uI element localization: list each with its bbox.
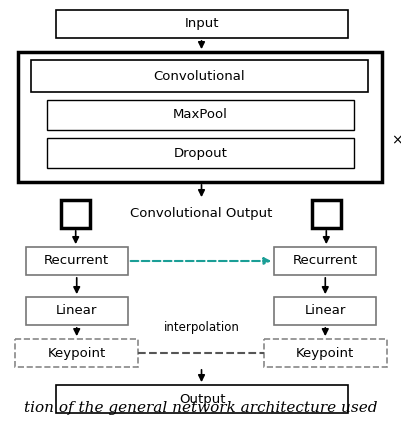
Bar <box>47 100 353 130</box>
Bar <box>26 297 128 325</box>
Bar <box>273 247 375 275</box>
Text: Convolutional: Convolutional <box>153 70 245 82</box>
Bar <box>61 200 90 228</box>
Bar <box>56 385 347 413</box>
Text: Keypoint: Keypoint <box>296 346 354 360</box>
Text: Recurrent: Recurrent <box>292 254 357 268</box>
Bar <box>263 339 386 367</box>
Text: ×n: ×n <box>390 133 401 147</box>
Bar <box>273 297 375 325</box>
Bar <box>311 200 340 228</box>
Text: MaxPool: MaxPool <box>172 108 227 122</box>
Text: Dropout: Dropout <box>173 146 227 160</box>
Bar <box>47 138 353 168</box>
Text: Recurrent: Recurrent <box>44 254 109 268</box>
Bar <box>30 60 367 92</box>
Text: Keypoint: Keypoint <box>47 346 105 360</box>
Text: Convolutional Output: Convolutional Output <box>130 208 272 221</box>
Text: interpolation: interpolation <box>163 322 239 335</box>
Bar <box>56 10 347 38</box>
Bar <box>26 247 128 275</box>
Text: Input: Input <box>184 17 219 30</box>
Bar <box>15 339 138 367</box>
Text: Linear: Linear <box>304 305 345 317</box>
Text: Linear: Linear <box>56 305 97 317</box>
Text: Output: Output <box>178 392 225 406</box>
Text: tion of the general network architecture used: tion of the general network architecture… <box>24 401 377 415</box>
Bar <box>18 52 381 182</box>
